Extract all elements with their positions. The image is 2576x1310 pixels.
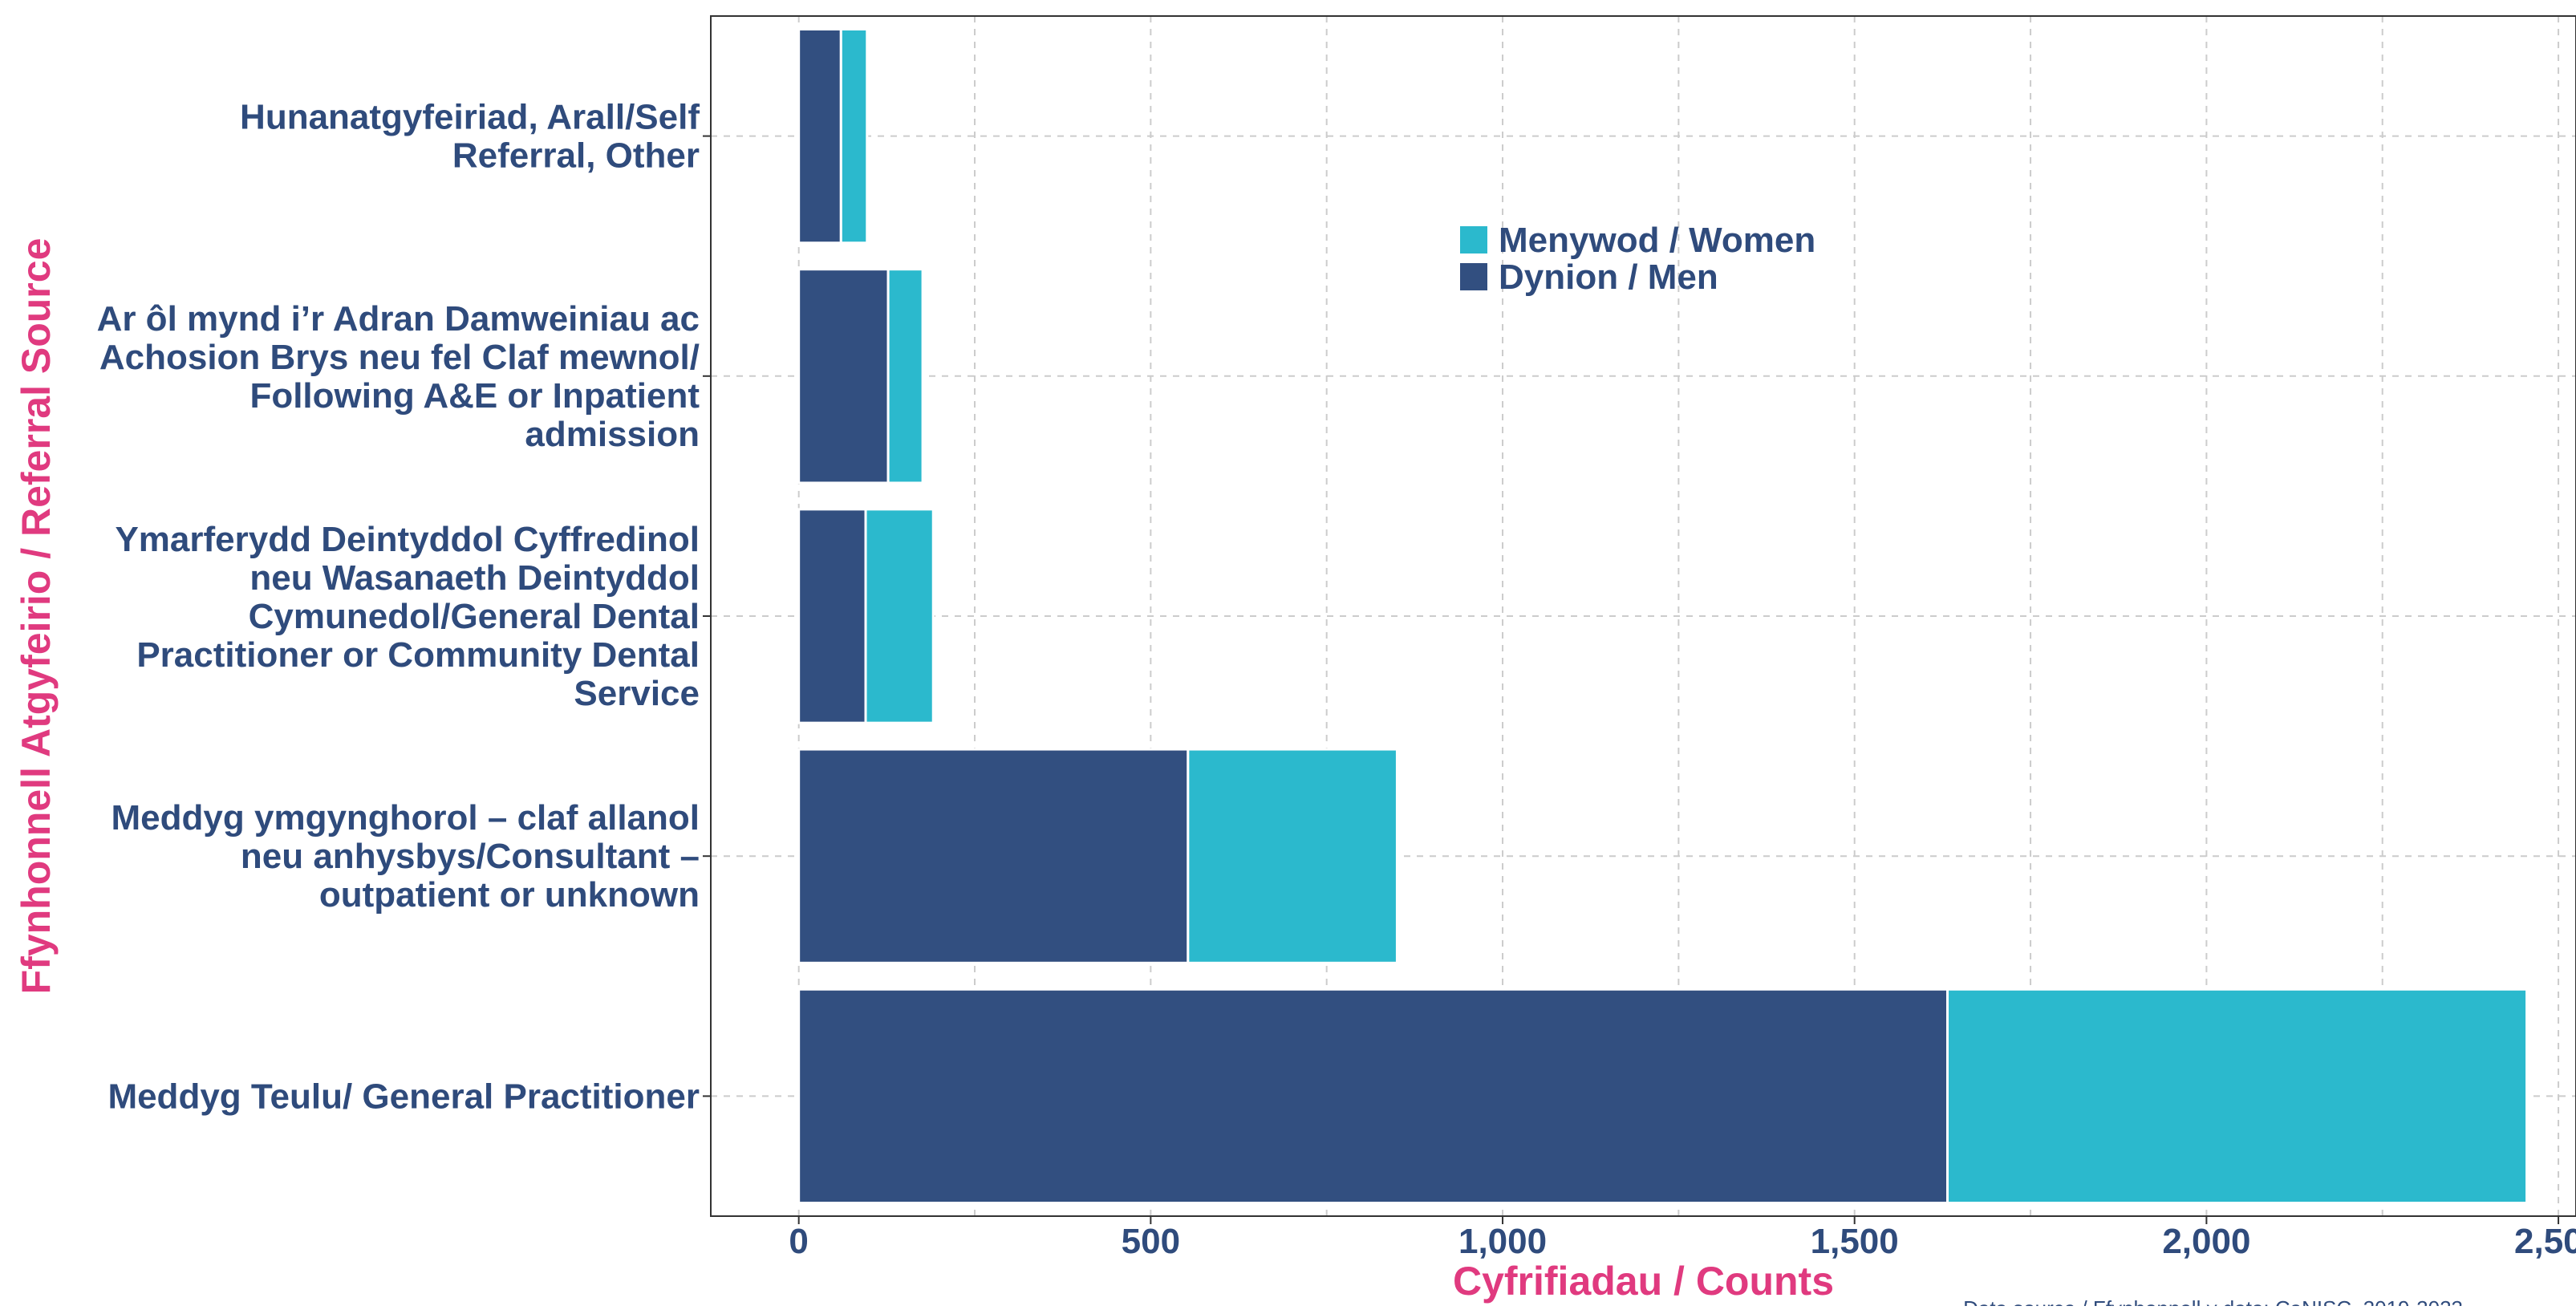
category-label-line: admission bbox=[525, 415, 700, 454]
x-tick-label: 500 bbox=[1122, 1222, 1180, 1261]
legend-label: Menywod / Women bbox=[1499, 221, 1815, 260]
category-label: Hunanatgyfeiriad, Arall/Self Referral, Ot… bbox=[240, 98, 700, 176]
legend-label: Dynion / Men bbox=[1499, 258, 1718, 297]
bar-men-4 bbox=[797, 27, 842, 245]
category-label-line: neu anhysbys/Consultant – bbox=[241, 837, 700, 876]
bar-men-3 bbox=[797, 268, 890, 485]
category-label-line: Hunanatgyfeiriad, Arall/Self bbox=[240, 98, 700, 137]
bar-men-1 bbox=[797, 748, 1190, 964]
category-label-line: Meddyg Teulu/ General Practitioner bbox=[108, 1077, 700, 1116]
x-tick-label: 2,500 bbox=[2514, 1222, 2576, 1261]
bar-men-0 bbox=[797, 988, 1949, 1205]
x-tick-label: 1,000 bbox=[1458, 1222, 1547, 1261]
category-label-line: Ar ôl mynd i’r Adran Damweiniau ac bbox=[97, 299, 700, 339]
bar-women-2 bbox=[864, 508, 935, 724]
source-note: Data source / Ffynhonnell y data: CaNISC… bbox=[1963, 1296, 2463, 1306]
category-label-line: outpatient or unknown bbox=[319, 875, 700, 915]
bar-women-1 bbox=[1187, 748, 1398, 964]
x-tick-label: 0 bbox=[789, 1222, 808, 1261]
bar-men-2 bbox=[797, 508, 867, 724]
x-tick-label: 2,000 bbox=[2162, 1222, 2250, 1261]
bars bbox=[797, 27, 2529, 1205]
category-label-line: Achosion Brys neu fel Claf mewnol/ bbox=[99, 338, 700, 377]
category-label: Meddyg Teulu/ General Practitioner bbox=[108, 1077, 700, 1116]
category-label: Ymarferydd Deintyddol Cyffredinol neu Was… bbox=[115, 520, 700, 713]
bar-women-3 bbox=[886, 268, 924, 485]
category-label-line: Practitioner or Community Dental bbox=[136, 635, 700, 675]
category-label: Ar ôl mynd i’r Adran Damweiniau ac Achosi… bbox=[97, 299, 700, 454]
category-label-line: Cymunedol/General Dental bbox=[249, 597, 700, 636]
y-axis-ticks bbox=[703, 135, 711, 1097]
category-label: Meddyg ymgynghorol – claf allanol neu anh… bbox=[112, 798, 700, 915]
x-axis-title: Cyfrifiadau / Counts bbox=[1453, 1259, 1834, 1304]
bar-women-4 bbox=[839, 27, 869, 245]
x-tick-label: 1,500 bbox=[1811, 1222, 1899, 1261]
category-label-line: Ymarferydd Deintyddol Cyffredinol bbox=[115, 520, 700, 559]
y-axis-tick-labels: Meddyg Teulu/ General Practitioner Meddyg… bbox=[97, 98, 700, 1117]
y-axis-title: Ffynhonnell Atgyfeirio / Referral Source bbox=[14, 238, 59, 995]
x-axis-tick-labels: 0 500 1,000 1,500 2,000 2,500 bbox=[789, 1222, 2576, 1261]
category-label-line: Meddyg ymgynghorol – claf allanol bbox=[112, 798, 700, 838]
x-axis-ticks bbox=[797, 1216, 2560, 1224]
legend-swatch bbox=[1460, 263, 1487, 290]
legend-swatch bbox=[1460, 226, 1487, 253]
category-label-line: Following A&E or Inpatient bbox=[249, 376, 700, 416]
category-label-line: Referral, Other bbox=[452, 136, 700, 176]
category-label-line: neu Wasanaeth Deintyddol bbox=[249, 558, 700, 598]
bar-women-0 bbox=[1946, 988, 2529, 1205]
category-label-line: Service bbox=[574, 674, 700, 713]
